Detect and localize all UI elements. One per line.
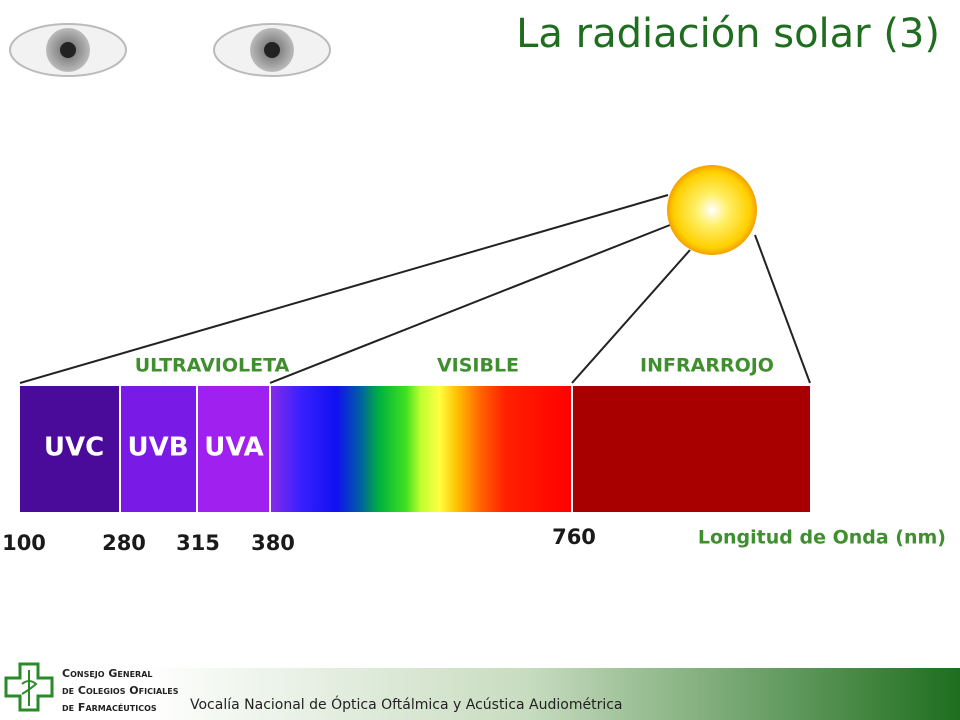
wavelength: 100: [2, 531, 46, 555]
wavelength: 760: [552, 525, 596, 549]
band-label: VISIBLE: [437, 355, 519, 377]
segment-label: UVA: [204, 433, 264, 463]
uvc-segment: [20, 386, 120, 512]
segment-label: UVC: [44, 433, 104, 463]
eye-left: [9, 23, 127, 77]
logo: [4, 662, 54, 712]
uvb-segment: [120, 386, 197, 512]
footer-text: Vocalía Nacional de Óptica Oftálmica y A…: [190, 695, 623, 713]
org-line: Consejo General: [62, 667, 153, 680]
visible-segment: [270, 386, 572, 512]
org-line: de Colegios Oficiales: [62, 684, 179, 697]
band-label: ULTRAVIOLETA: [135, 355, 290, 377]
eye-right: [213, 23, 331, 77]
sun: [667, 165, 757, 255]
axis-label: Longitud de Onda (nm): [698, 527, 946, 549]
wavelength: 315: [176, 531, 220, 555]
segment-label: UVB: [127, 433, 188, 463]
rays: [19, 194, 811, 384]
slide-title: La radiación solar (3): [516, 11, 940, 57]
footer-bar: [0, 668, 960, 720]
segment-dividers: [119, 386, 573, 512]
band-label: INFRARROJO: [640, 355, 774, 377]
uva-segment: [197, 386, 270, 512]
infrared-segment: [572, 386, 810, 512]
org-line: de Farmacéuticos: [62, 701, 157, 714]
wavelength: 380: [251, 531, 295, 555]
wavelength: 280: [102, 531, 146, 555]
